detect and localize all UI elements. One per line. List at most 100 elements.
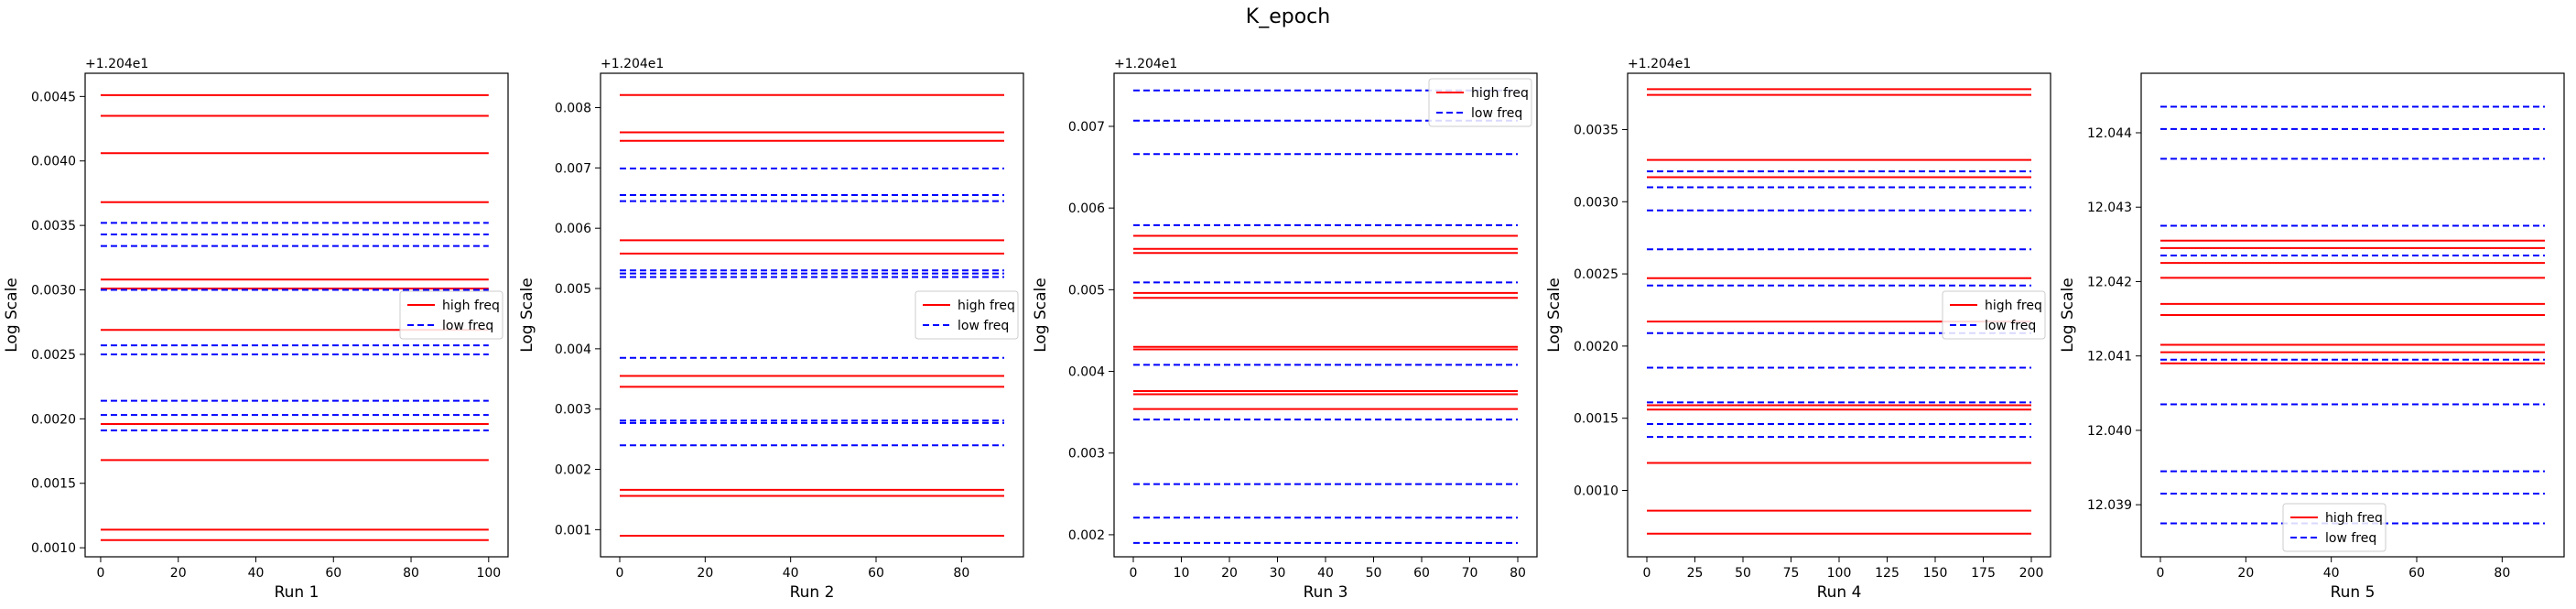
x-tick-label: 80 [2494,566,2510,581]
x-tick-label: 50 [1735,566,1751,581]
y-tick-label: 0.008 [555,102,591,116]
x-tick-label: 40 [1317,566,1334,581]
y-tick-label: 0.0025 [1574,267,1618,282]
legend-high-freq-label: high freq [958,299,1015,313]
y-tick-label: 0.0015 [31,477,76,492]
y-tick-label: 0.0020 [1574,340,1618,354]
x-tick-label: 50 [1366,566,1382,581]
x-tick-label: 100 [1827,566,1852,581]
y-axis-label: Log Scale [1545,277,1564,353]
y-tick-label: 0.0045 [31,90,76,104]
x-tick-label: 150 [1923,566,1948,581]
x-tick-label: 20 [170,566,187,581]
x-tick-label: 80 [403,566,419,581]
subplot-4: 0 25 50 75 100 125 150 175 200 0.0010 0.0015 0.0020… [1545,57,2051,602]
legend-box [1942,290,2046,340]
y-tick-label: 0.002 [1068,528,1105,543]
x-tick-label: 0 [616,566,624,581]
x-tick-label: 100 [476,566,501,581]
y-tick-label: 12.041 [2087,350,2132,364]
y-tick-label: 0.004 [1068,365,1105,380]
y-tick-label: 12.044 [2087,126,2132,141]
x-tick-label: 40 [2323,566,2340,581]
x-axis-label: Run 4 [1817,583,1862,602]
x-axis-label: Run 1 [275,583,319,602]
plot-frame [84,72,509,558]
y-tick-label: 0.0010 [1574,484,1618,498]
legend-box [1428,78,1532,127]
legend-high-freq-label: high freq [1471,86,1529,101]
y-axis-label: Log Scale [1032,277,1050,353]
x-axis-label: Run 5 [2331,583,2376,602]
y-tick-label: 0.007 [555,161,591,176]
x-tick-label: 0 [1130,566,1138,581]
y-tick-label: 0.0030 [1574,195,1618,210]
x-tick-label: 20 [697,566,713,581]
x-tick-label: 80 [1510,566,1526,581]
y-tick-label: 0.0020 [31,412,76,427]
legend: high freq low freq [2282,503,2387,552]
y-tick-label: 0.0010 [31,541,76,556]
y-tick-label: 12.042 [2087,275,2132,289]
legend: high freq low freq [1942,290,2046,340]
y-tick-label: 0.0035 [1574,123,1618,137]
subplot-5: 0 20 40 60 80 12.039 12.040 12.041 12.042 12.043 1… [2059,72,2565,602]
x-tick-label: 25 [1687,566,1704,581]
x-tick-label: 60 [868,566,884,581]
y-axis-label: Log Scale [518,277,536,353]
legend-low-freq-label: low freq [1471,106,1522,121]
y-tick-label: 0.006 [555,222,591,236]
x-tick-label: 40 [783,566,799,581]
y-offset-label: +1.204e1 [1114,57,1177,71]
x-tick-label: 20 [2237,566,2254,581]
y-axis-label: Log Scale [2059,277,2077,353]
x-tick-label: 125 [1875,566,1900,581]
y-tick-label: 0.0015 [1574,412,1618,427]
y-axis-label: Log Scale [3,277,21,353]
x-tick-label: 40 [248,566,265,581]
y-offset-label: +1.204e1 [601,57,664,71]
legend-high-freq-label: high freq [1985,299,2042,313]
legend-high-freq-label: high freq [2325,511,2383,526]
y-tick-label: 12.040 [2087,424,2132,439]
y-tick-label: 0.005 [555,282,591,297]
x-tick-label: 0 [96,566,104,581]
y-tick-label: 0.007 [1068,120,1105,135]
y-tick-label: 12.043 [2087,201,2132,215]
legend: high freq low freq [1428,78,1532,127]
x-tick-label: 0 [2157,566,2165,581]
plot-frame [600,72,1024,558]
y-tick-label: 0.0025 [31,348,76,363]
legend-box [915,290,1019,340]
plot-frame [2140,72,2565,558]
legend: high freq low freq [915,290,1019,340]
x-axis-label: Run 2 [790,583,835,602]
x-tick-label: 10 [1174,566,1190,581]
y-tick-label: 0.0040 [31,155,76,169]
y-tick-label: 0.0030 [31,284,76,299]
legend-high-freq-label: high freq [442,299,500,313]
legend-low-freq-label: low freq [2325,531,2376,546]
y-tick-label: 12.039 [2087,498,2132,513]
x-tick-label: 70 [1462,566,1478,581]
subplot-1: 0 20 40 60 80 100 0.0010 0.0015 0.0020 0.0025 0.00… [3,57,509,602]
y-tick-label: 0.003 [555,403,591,418]
legend-low-freq-label: low freq [1985,319,2036,333]
legend: high freq low freq [399,290,503,340]
x-tick-label: 60 [325,566,341,581]
y-tick-label: 0.0035 [31,219,76,234]
x-tick-label: 0 [1643,566,1651,581]
legend-low-freq-label: low freq [442,319,493,333]
legend-low-freq-label: low freq [958,319,1009,333]
y-tick-label: 0.004 [555,343,591,357]
legend-box [399,290,503,340]
y-tick-label: 0.006 [1068,201,1105,216]
y-offset-label: +1.204e1 [85,57,148,71]
x-tick-label: 75 [1783,566,1800,581]
y-offset-label: +1.204e1 [1628,57,1691,71]
subplot-3: 0 10 20 30 40 50 60 70 80 0.002 0.003 0.004 0.005 0.0… [1032,57,1538,602]
x-tick-label: 60 [1413,566,1430,581]
figure-title: K_epoch [1245,5,1331,28]
y-tick-label: 0.001 [555,523,591,538]
